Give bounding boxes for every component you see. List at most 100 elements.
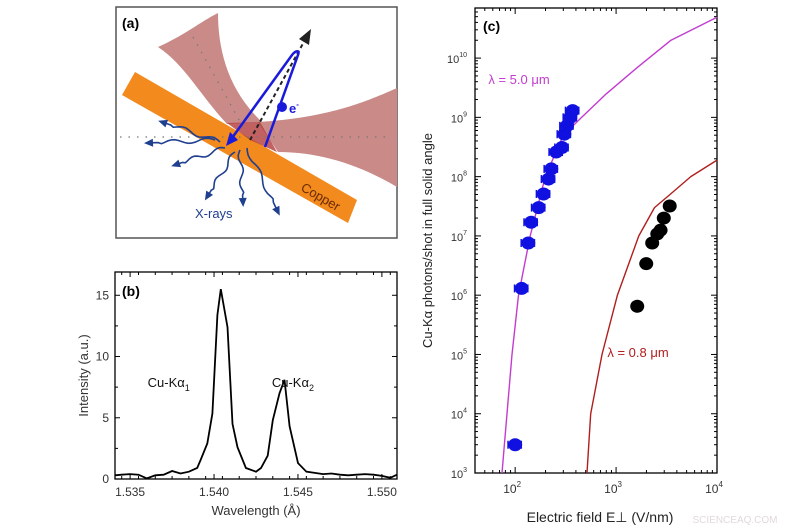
tick-base: 10	[451, 469, 463, 481]
electron-trajectory	[226, 50, 300, 148]
model-curve	[586, 159, 718, 474]
y-tick-label: 105	[451, 348, 467, 362]
tick-base: 10	[451, 173, 463, 185]
tick-exponent: 4	[718, 480, 723, 489]
panel-b-label: (b)	[122, 283, 140, 299]
xray-wave	[161, 121, 221, 143]
data-point-5um	[554, 141, 569, 155]
curve-label: λ = 0.8 μm	[607, 345, 668, 360]
copper-target	[122, 72, 357, 223]
tick-exponent: 6	[463, 289, 467, 296]
y-tick-label: 109	[451, 111, 467, 125]
xray-wave	[174, 146, 226, 166]
peak-label-subscript: 2	[309, 383, 314, 393]
electron-label: e-	[289, 100, 299, 116]
x-tick-label: 1.540	[199, 485, 229, 499]
data-point-0.8um	[653, 223, 668, 237]
panel-b-spectrum: 1.535 1.540 1.545 1.550 0 5 10 15 Wavelength (Å)…	[76, 271, 398, 518]
y-tick-label: 103	[451, 467, 467, 481]
panel-a-diagram: e- X-rays Copper (a)	[115, 6, 398, 239]
y-tick-label: 10	[96, 350, 110, 364]
tick-exponent: 3	[618, 480, 623, 489]
tick-exponent: 10	[459, 52, 467, 59]
xray-wave	[237, 149, 245, 204]
xray-wave	[246, 147, 279, 213]
data-point-5um	[531, 201, 546, 215]
peak-label-text: Cu-Kα	[148, 375, 186, 390]
x-tick-label: 103	[604, 480, 622, 496]
electron-dot	[277, 102, 287, 112]
tick-exponent: 5	[463, 348, 467, 355]
watermark: SCIENCEAQ.COM	[692, 515, 777, 526]
xray-wave	[206, 151, 236, 198]
tick-base: 10	[451, 232, 463, 244]
y-axis-label: Cu-Kα photons/shot in full solid angle	[420, 133, 435, 348]
arrowhead-icon	[226, 132, 238, 146]
data-point-0.8um	[656, 211, 671, 225]
tick-base: 10	[451, 113, 463, 125]
tick-base: 10	[447, 54, 459, 66]
tick-exponent: 2	[517, 480, 522, 489]
tick-exponent: 4	[463, 408, 467, 415]
y-tick-label: 104	[451, 408, 467, 422]
y-tick-label: 5	[102, 411, 109, 425]
electron-direction-dashed	[249, 37, 307, 141]
x-axis-label: Electric field E⊥ (V/nm)	[527, 509, 674, 525]
arrowhead-icon	[299, 29, 311, 45]
tick-base: 10	[503, 482, 517, 496]
arrowhead-icon	[272, 205, 280, 216]
data-point-5um	[541, 172, 556, 186]
tick-base: 10	[451, 410, 463, 422]
x-axis-label: Wavelength (Å)	[211, 503, 300, 518]
data-point-5um	[565, 104, 580, 118]
beam-axis-dotted-vertical	[192, 36, 244, 128]
curve-label: λ = 5.0 μm	[488, 72, 549, 87]
arrowhead-icon	[238, 197, 247, 207]
data-point-5um	[524, 215, 539, 229]
tick-base: 10	[705, 482, 719, 496]
y-tick-label: 15	[96, 288, 110, 302]
tick-base: 10	[451, 350, 463, 362]
spectrum-line	[114, 288, 398, 480]
electron-path	[230, 50, 300, 148]
peak-label-subscript: 1	[185, 383, 190, 393]
xray-arrows	[144, 119, 280, 216]
peak-label-1: Cu-Kα1	[148, 375, 190, 393]
tick-exponent: 7	[463, 230, 467, 237]
data-point-0.8um	[630, 299, 645, 313]
y-axis-label: Intensity (a.u.)	[76, 334, 91, 416]
data-point-0.8um	[639, 257, 654, 271]
tick-exponent: 3	[463, 467, 467, 474]
data-point-5um	[536, 187, 551, 201]
y-tick-label: 1010	[447, 52, 467, 66]
y-tick-label: 106	[451, 289, 467, 303]
arrowhead-icon	[204, 190, 214, 201]
x-tick-label: 1.535	[115, 485, 145, 499]
x-tick-label: 1.550	[367, 485, 397, 499]
tick-base: 10	[604, 482, 618, 496]
data-point-0.8um	[662, 199, 677, 213]
peak-label-text: Cu-Kα	[272, 375, 310, 390]
xray-wave	[147, 137, 216, 145]
arrowhead-icon	[171, 159, 182, 168]
x-tick-label: 102	[503, 480, 521, 496]
panel-a-label: (a)	[122, 15, 139, 31]
tick-exponent: 9	[463, 111, 467, 118]
data-point-5um	[514, 281, 529, 295]
laser-beam-vertical	[158, 13, 262, 124]
data-point-5um	[508, 438, 523, 452]
y-tick-label: 108	[451, 171, 467, 185]
y-tick-label: 107	[451, 230, 467, 244]
tick-base: 10	[451, 291, 463, 303]
xrays-label: X-rays	[195, 206, 233, 221]
laser-beam-horizontal	[258, 88, 397, 187]
data-point-5um	[544, 162, 559, 176]
y-tick-label: 0	[102, 472, 109, 486]
x-tick-label: 1.545	[283, 485, 313, 499]
arrowhead-icon	[144, 138, 154, 147]
peak-label-2: Cu-Kα2	[272, 375, 314, 393]
tick-exponent: 8	[463, 171, 467, 178]
